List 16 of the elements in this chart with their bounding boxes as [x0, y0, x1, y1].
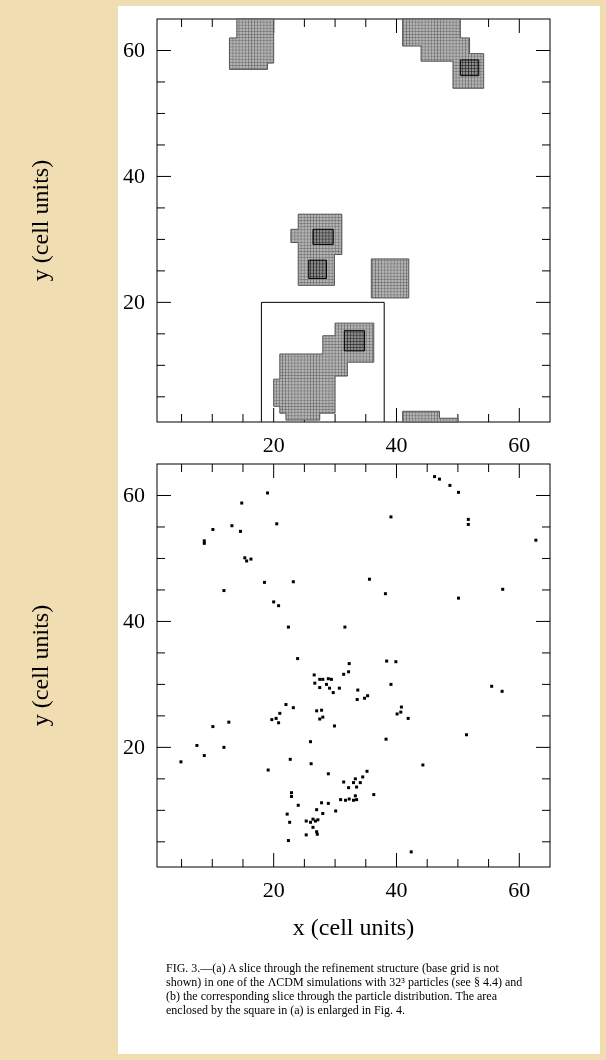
- x-tick-label: 20: [262, 432, 285, 457]
- caption: FIG. 3.—(a) A slice through the refinement structure (base grid is not shown) in one of the ΛCDM simulations with 32³ particles (see § 4.4) and (b) the corresponding slice through the particle distribution. The area enclosed by the square in (a) is enlarged in Fig. 4.: [166, 961, 523, 1017]
- y-tick-label: 20: [123, 734, 145, 760]
- x-axis-title: x (cell units): [292, 914, 415, 940]
- x-tick-label: 20: [262, 877, 285, 902]
- y-tick-label: 20: [123, 289, 145, 315]
- y-tick-label: 40: [123, 608, 145, 634]
- y-axis-title: y (cell units): [27, 604, 53, 727]
- y-tick-label: 60: [123, 37, 145, 63]
- y-tick-label: 60: [123, 482, 145, 508]
- x-tick-label: 60: [508, 432, 531, 457]
- x-tick-label: 40: [385, 877, 408, 902]
- x-tick-label: 60: [508, 877, 531, 902]
- y-tick-label: 40: [123, 163, 145, 189]
- x-tick-label: 40: [385, 432, 408, 457]
- y-axis-title: y (cell units): [27, 159, 53, 282]
